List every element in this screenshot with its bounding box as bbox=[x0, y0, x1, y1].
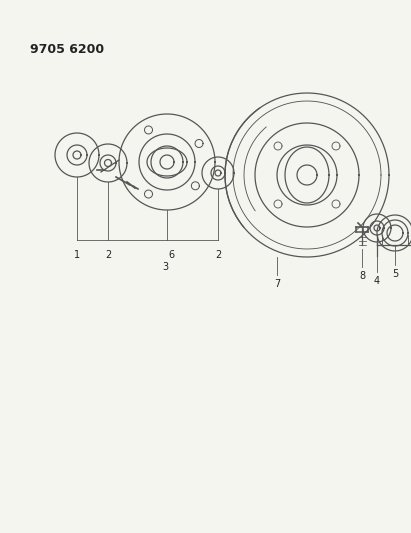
Text: 4: 4 bbox=[374, 276, 380, 286]
Text: 6: 6 bbox=[168, 250, 174, 260]
Text: 1: 1 bbox=[74, 250, 80, 260]
Text: 5: 5 bbox=[392, 269, 398, 279]
Text: 2: 2 bbox=[105, 250, 111, 260]
Text: 9705 6200: 9705 6200 bbox=[30, 43, 104, 56]
Text: 7: 7 bbox=[274, 279, 280, 289]
Text: 8: 8 bbox=[359, 271, 365, 281]
Text: 2: 2 bbox=[215, 250, 221, 260]
Text: 3: 3 bbox=[162, 262, 168, 272]
